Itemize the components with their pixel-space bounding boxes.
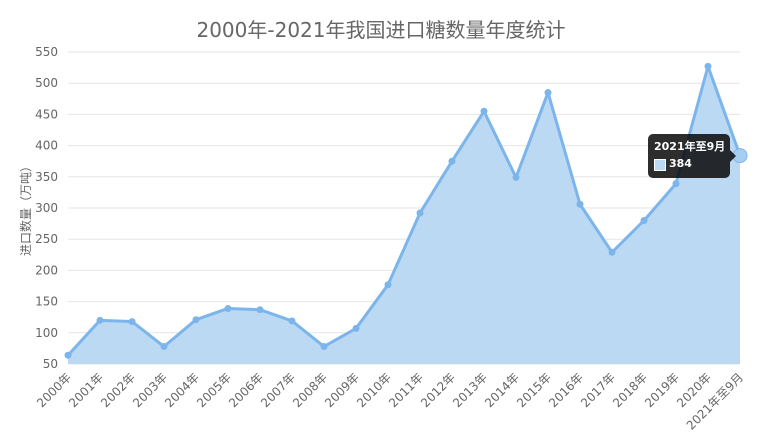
y-tick-label: 400	[35, 139, 58, 153]
data-point	[224, 304, 232, 312]
data-point	[480, 107, 488, 115]
x-tick-label: 2008年	[290, 370, 330, 410]
data-point	[640, 216, 648, 224]
x-tick-label: 2005年	[194, 370, 234, 410]
data-point	[512, 173, 520, 181]
data-point	[96, 316, 104, 324]
data-point	[416, 209, 424, 217]
x-tick-label: 2013年	[450, 370, 490, 410]
data-point	[704, 62, 712, 70]
y-tick-label: 200	[35, 263, 58, 277]
data-points	[64, 62, 748, 359]
x-tick-label: 2006年	[226, 370, 266, 410]
x-tick-label: 2000年	[34, 370, 74, 410]
x-tick-label: 2007年	[258, 370, 298, 410]
data-point	[64, 351, 72, 359]
x-tick-label: 2011年	[386, 370, 426, 410]
data-point	[128, 318, 136, 326]
y-tick-label: 500	[35, 76, 58, 90]
data-point	[288, 317, 296, 325]
x-tick-label: 2015年	[514, 370, 554, 410]
x-tick-label: 2012年	[418, 370, 458, 410]
chart-title: 2000年-2021年我国进口糖数量年度统计	[196, 18, 566, 42]
x-tick-label: 2018年	[610, 370, 650, 410]
x-tick-label: 2017年	[578, 370, 618, 410]
x-tick-label: 2016年	[546, 370, 586, 410]
x-tick-label: 2003年	[130, 370, 170, 410]
series-line	[66, 64, 742, 357]
x-tick-label: 2021年至9月	[684, 370, 746, 432]
data-point	[576, 200, 584, 208]
y-tick-label: 550	[35, 45, 58, 59]
data-point	[352, 324, 360, 332]
x-tick-label: 2009年	[322, 370, 362, 410]
area-fill	[68, 66, 740, 365]
x-tick-label: 2019年	[642, 370, 682, 410]
tooltip-title: 2021年至9月	[654, 140, 726, 153]
y-tick-label: 450	[35, 107, 58, 121]
area-series	[66, 64, 742, 365]
data-point	[608, 248, 616, 256]
tooltip: 2021年至9月 384	[648, 134, 736, 178]
data-point	[384, 281, 392, 289]
y-tick-label: 300	[35, 201, 58, 215]
data-point	[256, 306, 264, 314]
tooltip-value: 384	[669, 157, 692, 170]
data-point	[192, 316, 200, 324]
x-tick-label: 2014年	[482, 370, 522, 410]
y-tick-label: 100	[35, 326, 58, 340]
data-point	[672, 180, 680, 188]
data-point	[160, 343, 168, 351]
x-tick-label: 2004年	[162, 370, 202, 410]
x-tick-label: 2002年	[98, 370, 138, 410]
y-tick-label: 250	[35, 232, 58, 246]
x-tick-label: 2010年	[354, 370, 394, 410]
data-point	[448, 157, 456, 165]
x-tick-label: 2001年	[66, 370, 106, 410]
y-tick-label: 150	[35, 295, 58, 309]
data-point	[544, 89, 552, 97]
y-tick-label: 50	[43, 357, 58, 371]
y-tick-label: 350	[35, 170, 58, 184]
data-point	[320, 343, 328, 351]
y-axis-label: 进口数量（万吨）	[18, 160, 33, 256]
tooltip-swatch	[654, 159, 666, 171]
